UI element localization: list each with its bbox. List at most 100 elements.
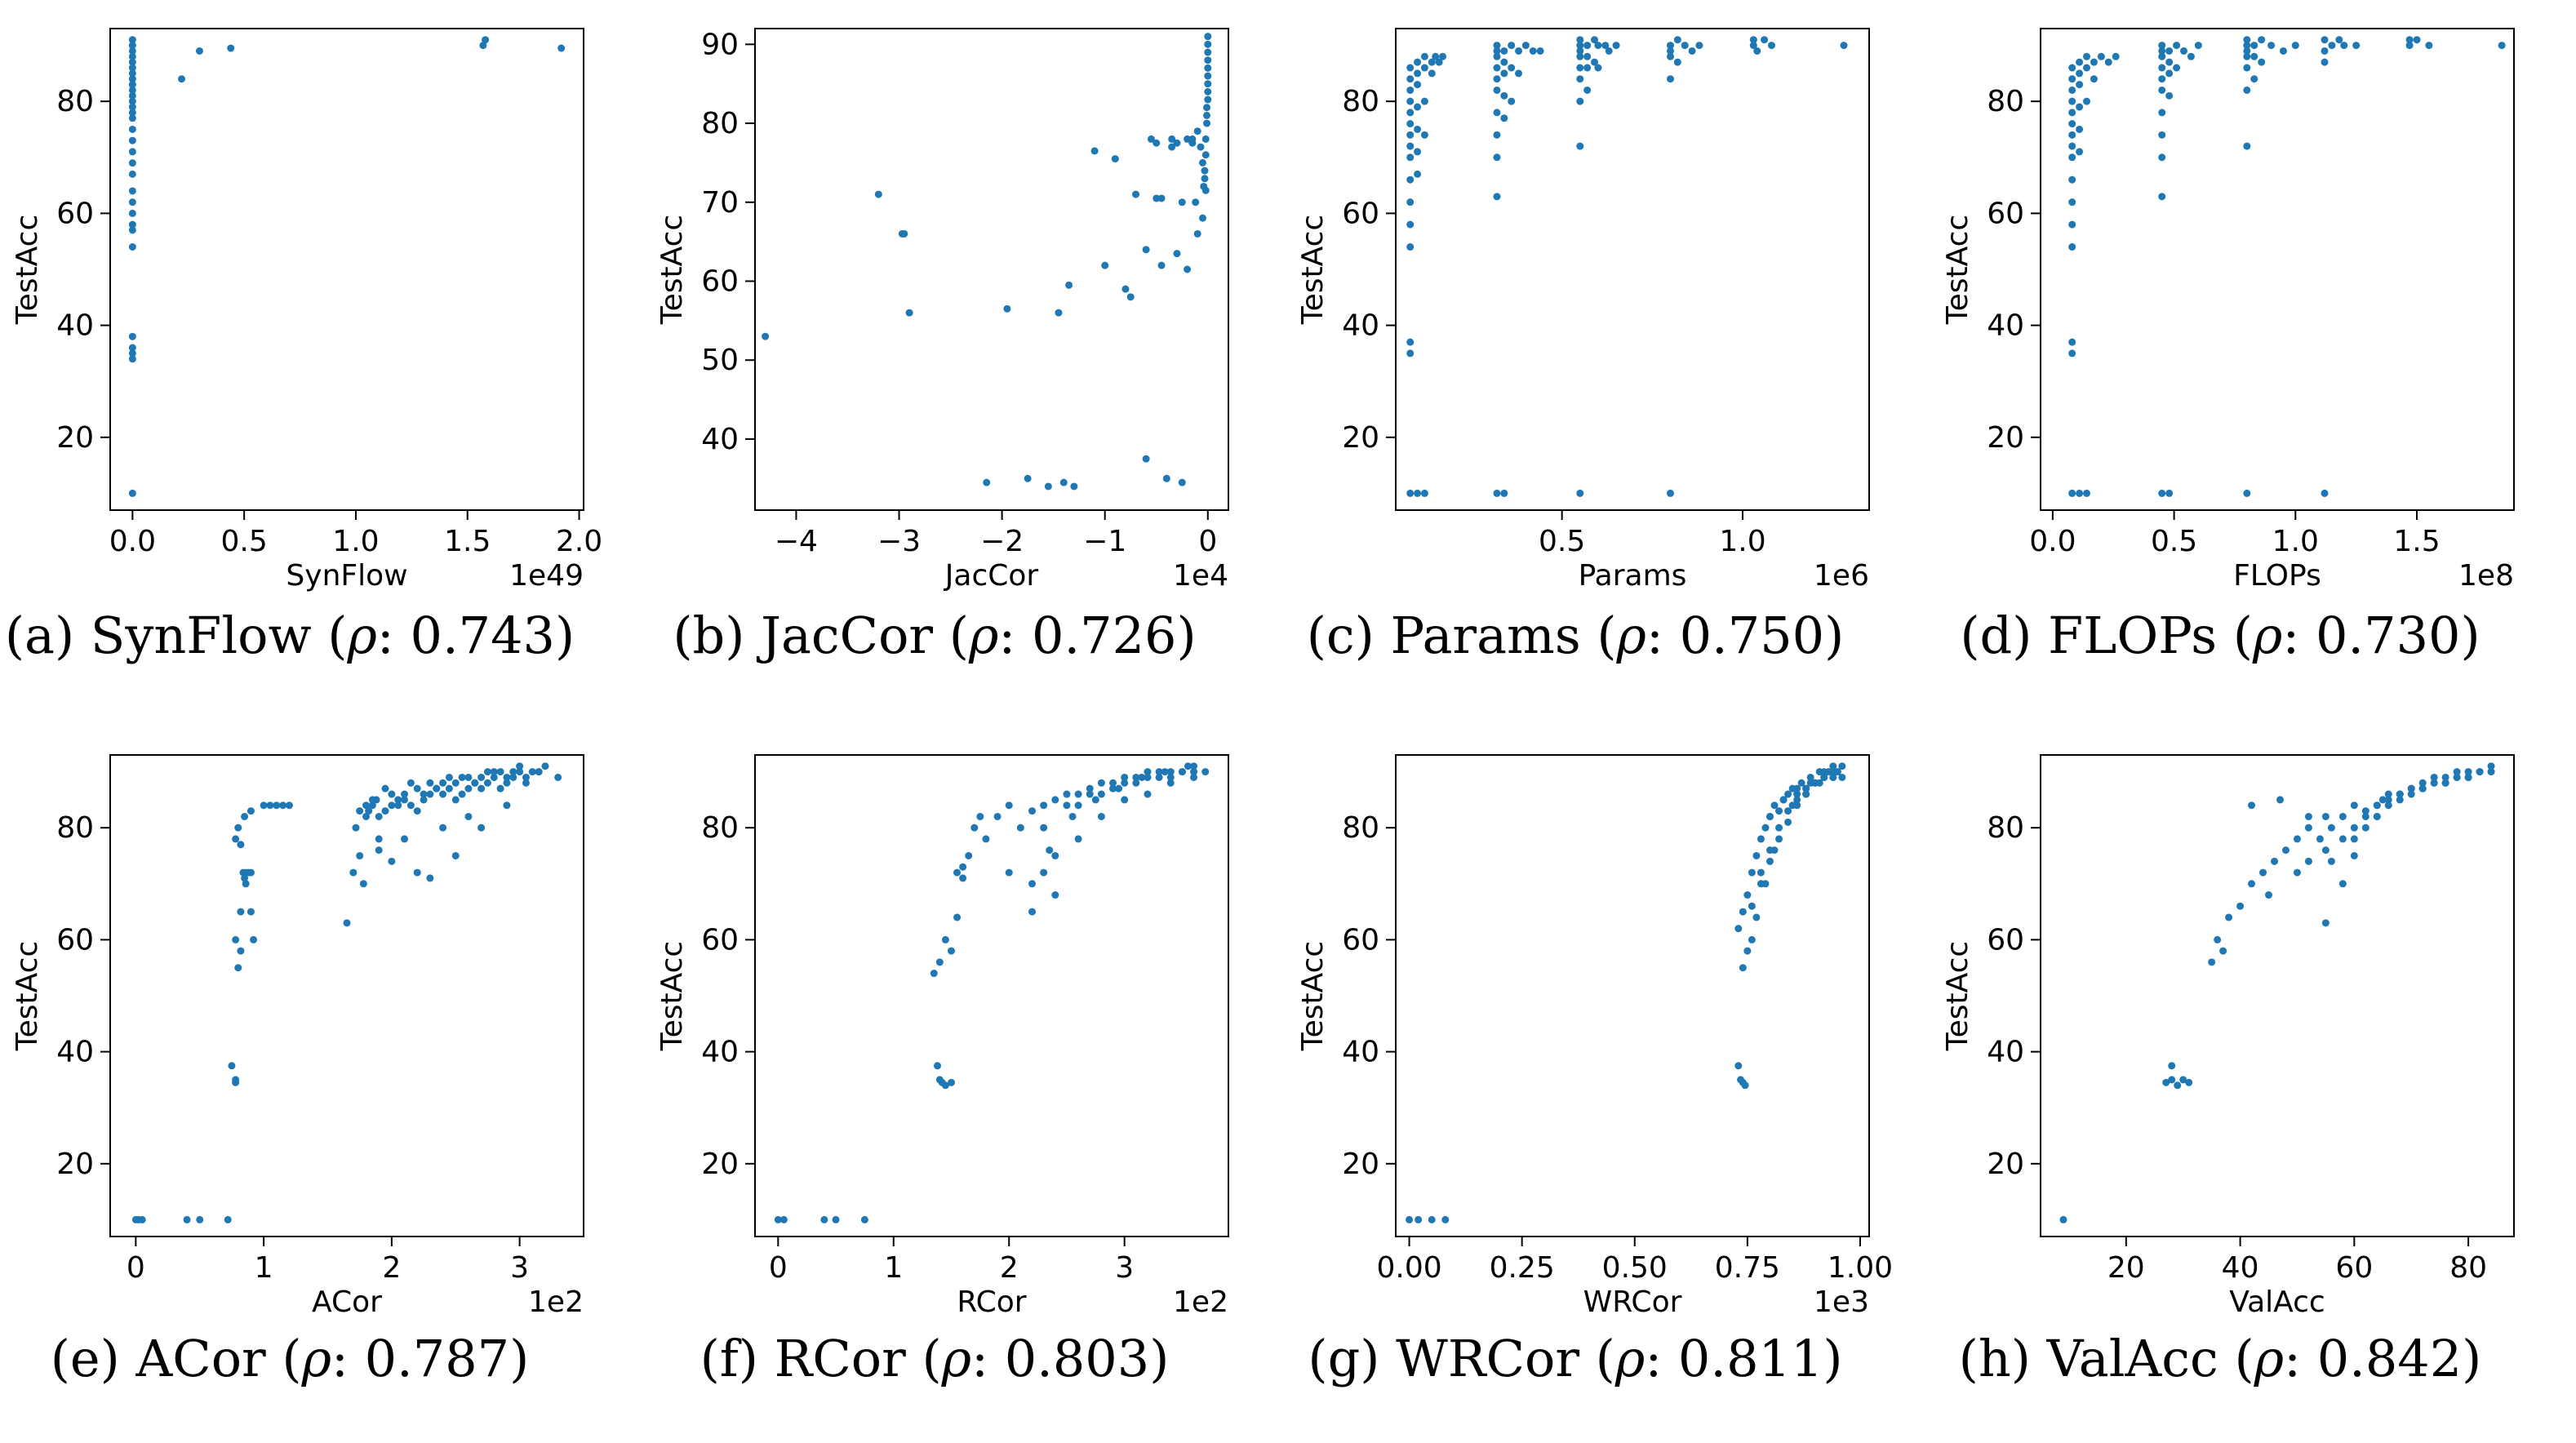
y-tick-label: 60 [56, 197, 94, 230]
data-point [1074, 790, 1082, 798]
data-point [2321, 489, 2329, 497]
data-point [1734, 1062, 1743, 1070]
subplot-5: 0 1 2 3 20 40 60 80 ACor TestAcc 1e2 [11, 754, 584, 1319]
data-point [503, 801, 511, 810]
data-point [947, 1078, 955, 1086]
data-point [224, 1215, 232, 1223]
data-point [1414, 125, 1422, 133]
x-exponent-label: 1e2 [528, 1285, 584, 1319]
data-point [1204, 95, 1212, 104]
x-tick-label: 2.0 [556, 525, 602, 558]
data-point [1132, 190, 1140, 198]
data-point [1204, 87, 1212, 95]
data-point [1770, 801, 1779, 810]
data-point [2338, 835, 2347, 843]
data-point [1414, 58, 1422, 66]
data-point [935, 958, 944, 966]
data-point [1201, 186, 1210, 194]
caption-rho-symbol: ρ [2252, 606, 2283, 665]
data-point [516, 768, 524, 776]
y-tick-label: 60 [701, 923, 739, 957]
data-point [477, 784, 486, 793]
data-point [128, 69, 136, 78]
data-point [413, 784, 421, 793]
x-tick-label: 2 [382, 1251, 401, 1285]
data-point [1040, 824, 1048, 832]
data-point [128, 355, 136, 363]
data-point [1414, 170, 1422, 178]
data-point [1521, 42, 1530, 50]
data-point [516, 762, 524, 770]
caption-rho-value: : 0.803) [971, 1329, 1170, 1388]
data-point [2214, 935, 2222, 944]
data-point [285, 801, 293, 810]
data-point [1147, 135, 1155, 143]
plot-frame [1395, 754, 1870, 1237]
x-tick-label: 1.0 [2272, 525, 2319, 558]
data-point [1500, 91, 1508, 100]
data-point [1802, 784, 1810, 793]
data-point [1157, 261, 1166, 269]
data-point [1493, 489, 1501, 497]
data-point [1673, 58, 1681, 66]
data-point [1815, 779, 1823, 787]
caption-rho-symbol: ρ [968, 606, 999, 665]
y-tick-label: 60 [701, 265, 739, 299]
data-point [362, 801, 371, 810]
data-point [1583, 64, 1592, 72]
y-tick-label: 20 [1342, 421, 1379, 455]
data-point [509, 773, 517, 781]
y-axis-label: TestAcc [1941, 941, 1974, 1051]
y-tick-label: 40 [1987, 309, 2024, 343]
data-point [2248, 801, 2256, 810]
data-point [2321, 47, 2329, 55]
data-point [976, 812, 984, 820]
data-point [439, 824, 447, 832]
data-point [983, 478, 991, 486]
data-point [1040, 801, 1048, 810]
data-point [1406, 153, 1415, 162]
data-point [401, 796, 409, 804]
data-point [406, 779, 415, 787]
data-point [426, 874, 434, 882]
y-tick-label: 80 [1987, 811, 2024, 845]
data-point [2076, 103, 2084, 111]
caption-rho-value: : 0.811) [1645, 1329, 1843, 1388]
data-point [2158, 64, 2166, 72]
data-point [420, 796, 428, 804]
data-point [959, 863, 967, 871]
data-point [1059, 478, 1068, 486]
data-point [128, 125, 136, 133]
data-point [2104, 58, 2112, 66]
x-tick-label: −1 [1083, 525, 1126, 558]
data-point [1111, 155, 1119, 163]
subplot-4: 0.0 0.5 1.0 1.5 20 40 60 80 FLOPs TestAcc 1e8 [1941, 28, 2515, 593]
x-axis-label: ValAcc [2229, 1285, 2325, 1319]
data-point [1051, 796, 1059, 804]
y-tick-label: 80 [701, 811, 739, 845]
data-point [2068, 86, 2076, 94]
x-exponent-label: 1e4 [1173, 559, 1228, 593]
data-point [1406, 489, 1415, 497]
data-point [2487, 768, 2495, 776]
data-point [1055, 309, 1063, 317]
data-point [1184, 265, 1192, 273]
data-point [509, 768, 517, 776]
data-point [1500, 58, 1508, 66]
data-point [1197, 143, 1205, 151]
data-point [394, 801, 402, 810]
data-point [2378, 796, 2387, 804]
x-tick-label: 1.00 [1828, 1251, 1893, 1285]
caption-rho-symbol: ρ [2254, 1329, 2285, 1388]
data-point [477, 824, 486, 832]
data-point [1749, 42, 1757, 50]
data-point [762, 332, 770, 340]
data-point [1406, 198, 1415, 206]
data-point [2316, 835, 2324, 843]
subplot-3: 0.5 1.0 20 40 60 80 Params TestAcc 1e6 [1296, 28, 1870, 593]
data-point [1204, 80, 1212, 88]
data-point [2090, 75, 2098, 83]
data-point [2158, 86, 2166, 94]
data-point [1793, 796, 1801, 804]
data-point [1576, 97, 1584, 105]
